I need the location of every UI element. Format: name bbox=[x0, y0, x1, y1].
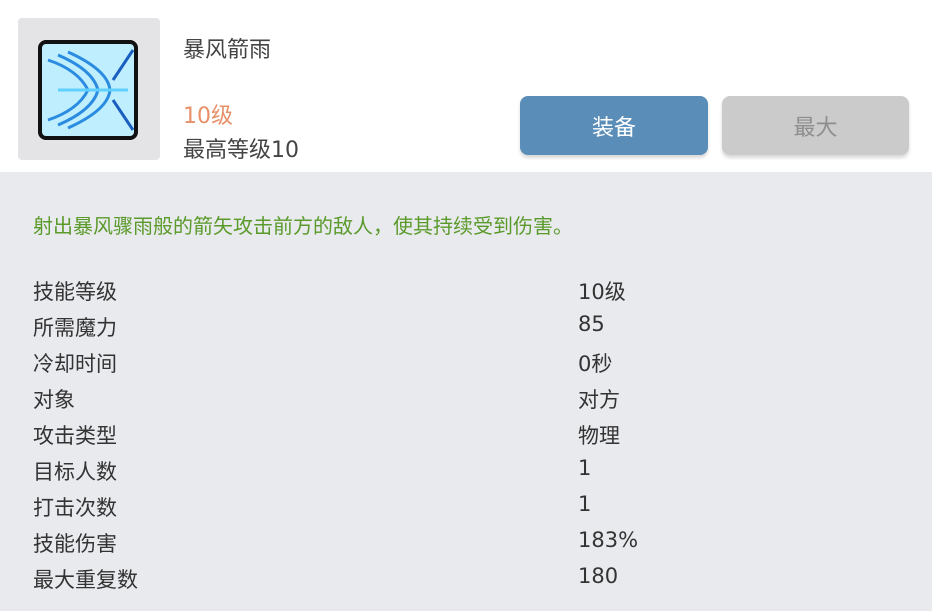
stat-label: 最大重复数 bbox=[33, 568, 138, 592]
stat-value: 1 bbox=[578, 456, 592, 480]
stat-value: 物理 bbox=[578, 424, 620, 448]
stat-row: 目标人数 1 bbox=[33, 456, 913, 488]
stat-row: 技能等级 10级 bbox=[33, 276, 913, 308]
stat-row: 攻击类型 物理 bbox=[33, 420, 913, 452]
stat-label: 目标人数 bbox=[33, 460, 117, 484]
stat-label: 打击次数 bbox=[33, 496, 117, 520]
skill-header: 暴风箭雨 10级 最高等级10 装备 最大 bbox=[0, 0, 932, 172]
stat-label: 对象 bbox=[33, 388, 75, 412]
equip-button[interactable]: 装备 bbox=[520, 96, 708, 155]
stat-row: 打击次数 1 bbox=[33, 492, 913, 524]
stat-label: 所需魔力 bbox=[33, 316, 117, 340]
stat-row: 最大重复数 180 bbox=[33, 564, 913, 596]
skill-name: 暴风箭雨 bbox=[183, 38, 272, 63]
stat-value: 180 bbox=[578, 564, 619, 588]
skill-description: 射出暴风骤雨般的箭矢攻击前方的敌人，使其持续受到伤害。 bbox=[33, 214, 573, 238]
stat-label: 冷却时间 bbox=[33, 352, 117, 376]
skill-max-level: 最高等级10 bbox=[183, 138, 299, 163]
skill-level: 10级 bbox=[183, 104, 233, 129]
stat-value: 1 bbox=[578, 492, 592, 516]
stat-row: 冷却时间 0秒 bbox=[33, 348, 913, 380]
stat-value: 10级 bbox=[578, 280, 626, 304]
stat-value: 85 bbox=[578, 312, 605, 336]
stat-label: 技能等级 bbox=[33, 280, 117, 304]
stat-row: 对象 对方 bbox=[33, 384, 913, 416]
stat-row: 所需魔力 85 bbox=[33, 312, 913, 344]
skill-icon-frame bbox=[18, 18, 160, 160]
stat-label: 技能伤害 bbox=[33, 532, 117, 556]
stat-value: 183% bbox=[578, 528, 639, 552]
arrow-storm-skill-icon bbox=[38, 40, 138, 140]
stat-value: 对方 bbox=[578, 388, 620, 412]
stat-value: 0秒 bbox=[578, 352, 613, 376]
max-button[interactable]: 最大 bbox=[722, 96, 909, 155]
stat-row: 技能伤害 183% bbox=[33, 528, 913, 560]
stat-label: 攻击类型 bbox=[33, 424, 117, 448]
